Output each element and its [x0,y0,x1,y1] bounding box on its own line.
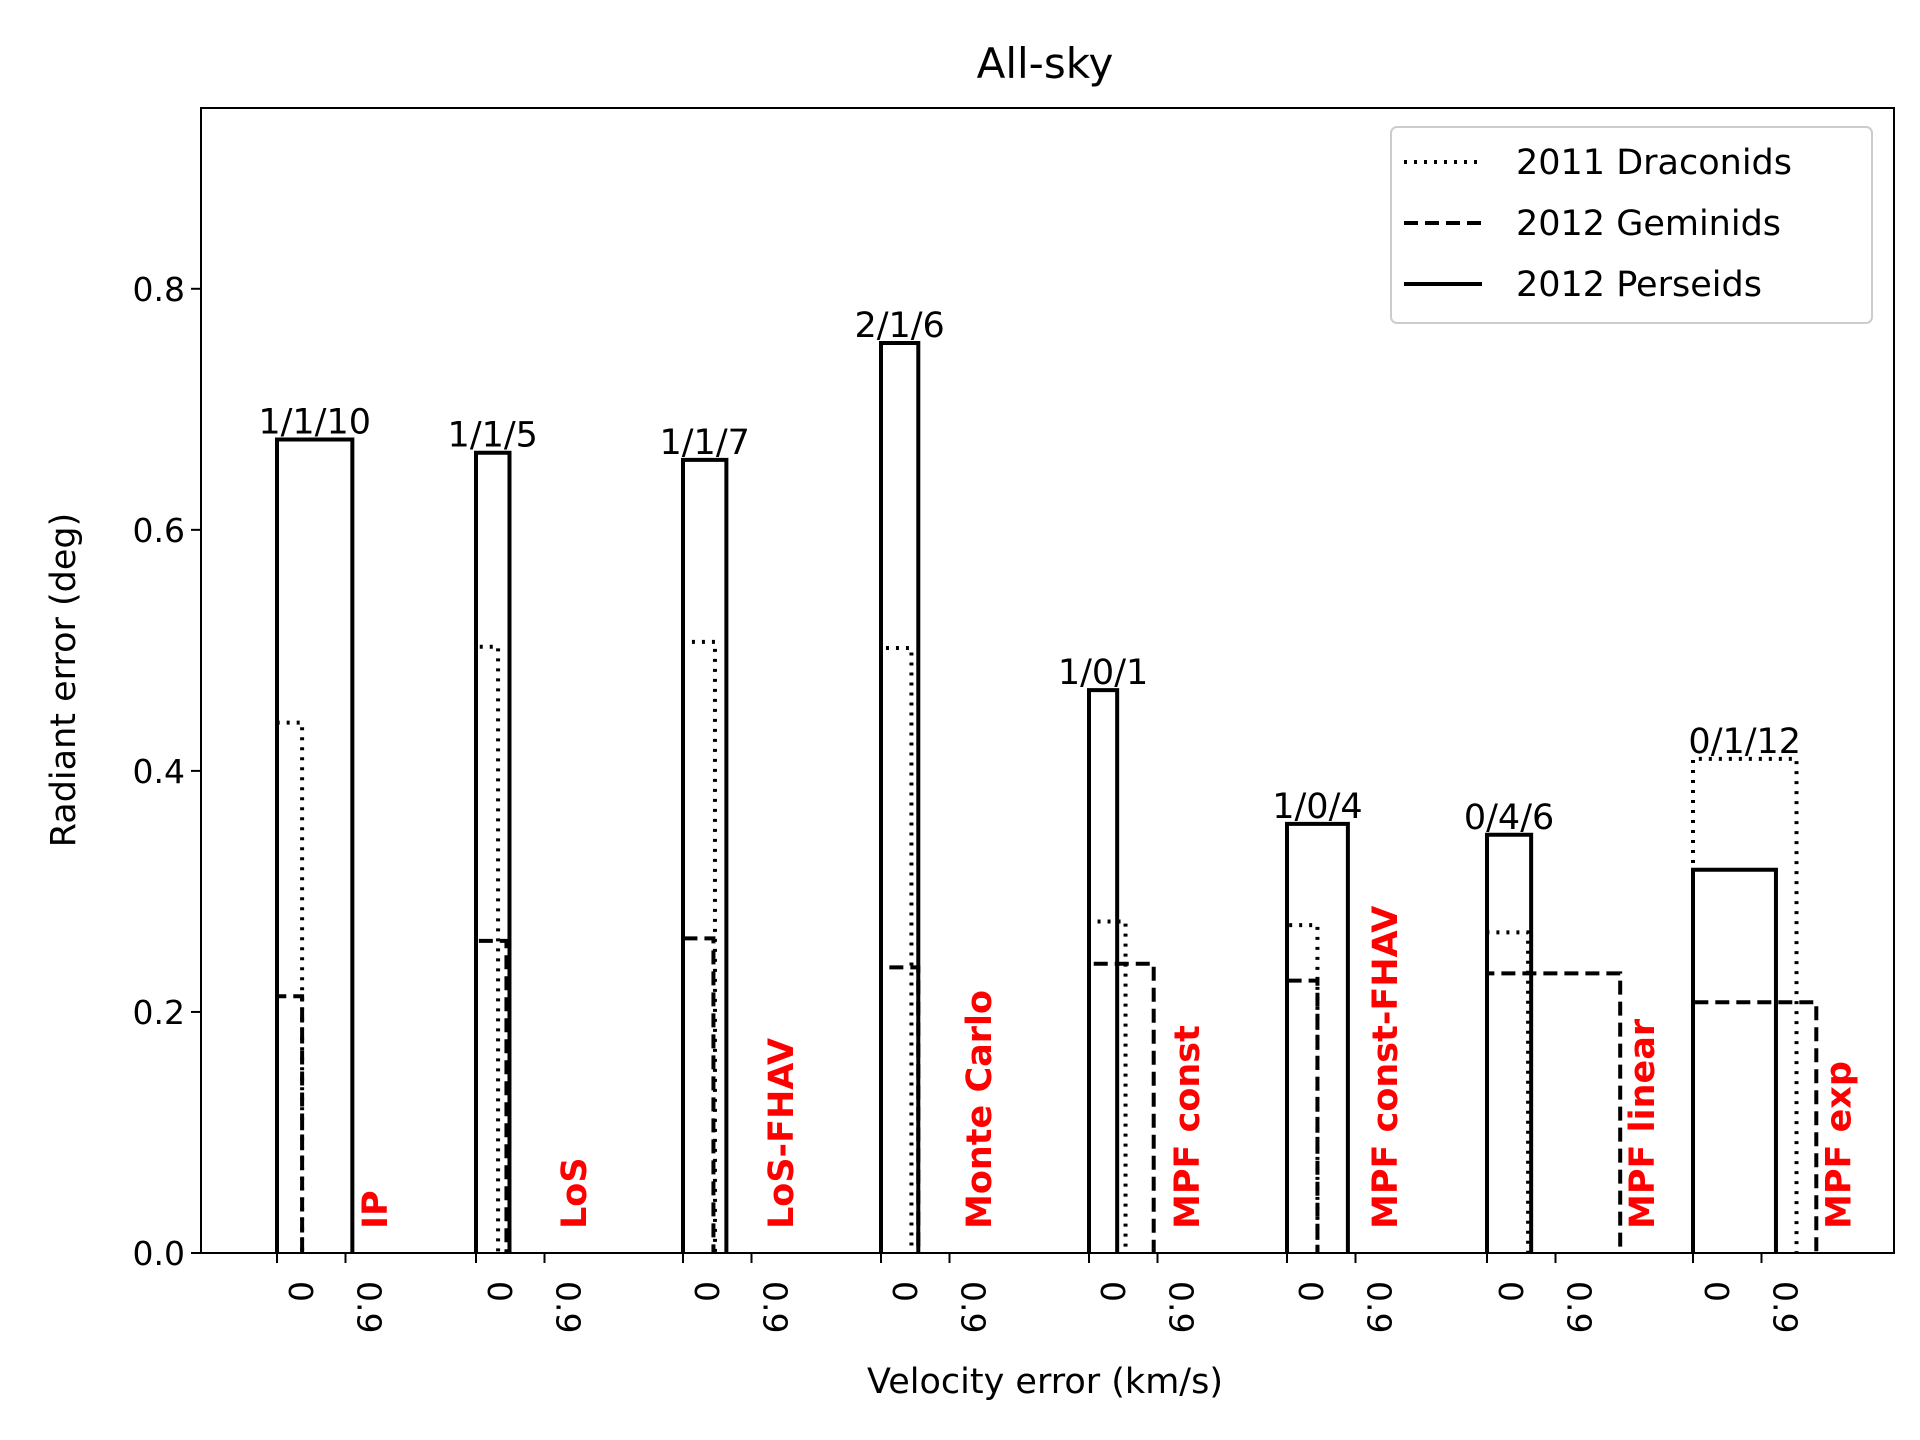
x-tick-label: 0 [281,1281,320,1302]
x-tick-label: 0 [1697,1281,1736,1302]
method-label: MPF const-FHAV [1366,906,1406,1229]
x-tick-label: 0.9 [1360,1281,1399,1333]
bar-geminids [1691,1000,1819,1253]
bar-perseids [681,457,729,1253]
bar-perseids [1485,832,1534,1253]
x-tick-label: 0 [885,1281,924,1302]
bar-draconids [879,645,914,1253]
y-axis: 0.0 0.2 0.4 0.6 0.8 [133,270,201,1273]
x-tick-label: 0.9 [1560,1281,1599,1333]
bar-draconids [474,644,501,1253]
bar-draconids [275,720,305,1253]
y-tick-label: 0.0 [133,1234,185,1273]
bar-count-label: 1/0/4 [1272,787,1362,827]
bar-draconids [1087,919,1128,1253]
method-label: IP [356,1190,396,1229]
bar-labels: 1/1/10 IP 1/1/5 LoS 1/1/7 LoS-FHAV 2/1/6 Monte … [258,306,1859,1229]
x-tick-label: 0.9 [350,1281,389,1333]
bar-count-label: 2/1/6 [854,306,944,346]
bar-perseids [1285,821,1350,1253]
x-tick-label: 0 [1491,1281,1530,1302]
x-tick-label: 0 [687,1281,726,1302]
bar-perseids [1087,688,1120,1253]
legend: 2011 Draconids 2012 Geminids 2012 Perseids [1390,126,1873,324]
x-tick-label: 0.9 [954,1281,993,1333]
legend-entry: 2012 Geminids [1516,204,1781,244]
bar-geminids [1485,971,1623,1253]
legend-entry: 2011 Draconids [1516,143,1792,183]
x-tick-label: 0 [1291,1281,1330,1302]
bars [275,341,1819,1253]
method-label: LoS [555,1157,595,1229]
bar-count-label: 0/1/12 [1688,722,1801,762]
bar-geminids [275,994,305,1253]
y-tick-label: 0.2 [133,993,185,1032]
bar-draconids [1485,930,1531,1253]
bar-count-label: 1/0/1 [1058,653,1148,693]
x-tick-label: 0.9 [756,1281,795,1333]
bar-perseids [275,437,355,1253]
bar-count-label: 1/1/5 [448,416,538,456]
x-tick-label: 0 [480,1281,519,1302]
method-label: MPF linear [1623,1018,1663,1229]
x-tick-label: 0.9 [1162,1281,1201,1333]
bar-draconids [1691,756,1799,1253]
x-tick-label: 0 [1093,1281,1132,1302]
bar-count-label: 0/4/6 [1464,798,1554,838]
bar-draconids [681,639,717,1253]
bar-geminids [681,936,716,1253]
x-axis-label: Velocity error (km/s) [867,1362,1223,1402]
method-label: MPF exp [1819,1061,1859,1229]
y-tick-label: 0.6 [133,511,185,550]
bar-perseids [1691,867,1778,1253]
bar-perseids [474,450,512,1253]
x-axis: 0 0.9 0 0.9 0 0.9 0 0.9 0 0.9 0 0.9 0 0.9 0 0.9 [276,1253,1805,1333]
method-label: LoS-FHAV [762,1038,802,1229]
bar-geminids [1285,978,1320,1253]
y-tick-label: 0.4 [133,752,185,791]
bar-geminids [474,938,509,1253]
bar-geminids [1087,961,1156,1253]
y-tick-label: 0.8 [133,270,185,309]
bar-draconids [1285,923,1320,1253]
plot-frame [200,107,1895,1254]
legend-entry: 2012 Perseids [1516,265,1762,305]
method-label: Monte Carlo [960,990,1000,1229]
bar-count-label: 1/1/10 [258,402,371,442]
x-tick-label: 0.9 [1766,1281,1805,1333]
bar-count-label: 1/1/7 [659,423,749,463]
y-axis-label: Radiant error (deg) [44,513,84,848]
chart-title: All-sky [977,39,1114,88]
legend-box [1390,126,1873,324]
method-label: MPF const [1168,1025,1208,1229]
bar-perseids [879,341,921,1253]
bar-geminids [879,965,921,1253]
x-tick-label: 0.9 [549,1281,588,1333]
